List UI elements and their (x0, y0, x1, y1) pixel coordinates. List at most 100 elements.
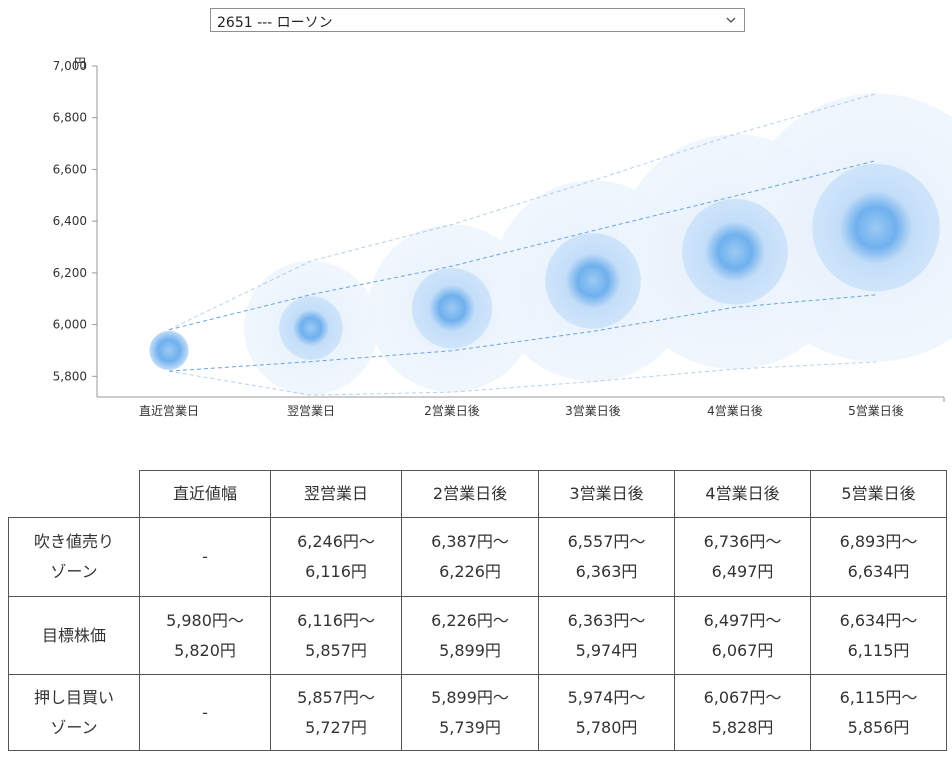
cell-value: 5,739円 (439, 717, 501, 737)
row-label-line: 吹き値売り (33, 532, 114, 551)
table-cell: 6,557円〜 6,363円 (538, 517, 675, 597)
y-tick-label: 6,400 (53, 214, 87, 228)
row-label: 押し目買い ゾーン (8, 674, 140, 751)
y-tick-label: 5,800 (53, 369, 87, 383)
stock-select[interactable]: 2651 --- ローソン (210, 8, 745, 32)
cell-value: 6,634円 (847, 562, 910, 581)
y-tick-label: 6,600 (53, 162, 87, 176)
cell-value: 6,557円〜 (567, 532, 646, 551)
table-cell: 6,067円〜 5,828円 (674, 674, 811, 751)
price-core-bubble (565, 253, 621, 309)
table-cell: 5,857円〜 5,727円 (270, 674, 402, 751)
x-tick-label: 4営業日後 (707, 404, 763, 418)
table-cell: 6,634円〜 6,115円 (810, 596, 947, 675)
x-tick-label: 翌営業日 (287, 404, 335, 418)
x-tick-label: 5営業日後 (848, 404, 904, 418)
price-core-bubble (428, 285, 476, 332)
price-core-bubble (292, 309, 330, 347)
cell-value: - (202, 547, 208, 566)
table-row: 押し目買いゾーン - 5,857円〜 5,727円 5,899円〜 5,739円 5,974… (8, 674, 947, 751)
price-range-chart: 円 5,800 6,000 6,200 6,400 6,600 6,800 7,000 直近営業… (53, 56, 952, 418)
outer-lower-guide (168, 361, 877, 396)
cell-value: 6,226円 (439, 562, 501, 581)
y-unit-label: 円 (74, 56, 86, 70)
cell-value: 6,497円 (711, 562, 774, 581)
table-corner-cell (8, 470, 140, 518)
table-cell: 6,116円〜 5,857円 (270, 596, 402, 675)
cell-value: 6,363円 (575, 562, 638, 581)
table-row: 目標株価 5,980円〜 5,820円 6,116円〜 5,857円 6,226円〜 5,8… (8, 596, 947, 675)
table-cell: 6,226円〜 5,899円 (401, 596, 539, 675)
row-label-line: 押し目買い (33, 687, 114, 707)
table-cell: - (139, 674, 271, 751)
cell-value: 6,893円〜 (839, 532, 918, 551)
table-cell: 6,736円〜 6,497円 (674, 517, 811, 597)
cell-value: 6,634円〜 (839, 610, 918, 630)
cell-value: 5,857円〜 (297, 687, 375, 707)
cell-value: 5,980円〜 (166, 610, 244, 630)
cell-value: 6,387円〜 (431, 532, 509, 551)
cell-value: 6,115円〜 (839, 687, 918, 707)
table-cell: 5,980円〜 5,820円 (139, 596, 271, 675)
inner-upper-guide (168, 160, 877, 331)
column-header: 翌営業日 (270, 470, 402, 518)
y-tick-label: 7,000 (53, 59, 87, 73)
cell-value: 5,899円〜 (431, 687, 509, 707)
x-tick-label: 3営業日後 (565, 404, 621, 418)
cell-value: 5,857円 (305, 640, 367, 660)
cell-value: 6,115円 (847, 640, 910, 660)
table-row: 吹き値売りゾーン - 6,246円〜 6,116円 6,387円〜 6,226円 6,557… (8, 517, 947, 597)
price-core-bubble (149, 330, 189, 371)
column-header: 5営業日後 (810, 470, 947, 518)
cell-value: 5,974円 (575, 640, 638, 660)
y-tick-label: 6,000 (53, 318, 87, 332)
cell-value: 5,727円 (305, 717, 367, 737)
table-cell: 5,974円〜 5,780円 (538, 674, 675, 751)
table-cell: 6,363円〜 5,974円 (538, 596, 675, 675)
column-header: 4営業日後 (674, 470, 811, 518)
table-cell: 6,115円〜 5,856円 (810, 674, 947, 751)
row-label: 目標株価 (8, 596, 140, 675)
cell-value: 5,780円 (575, 717, 638, 737)
x-tick-label: 直近営業日 (139, 404, 199, 418)
cell-value: 6,736円〜 (703, 532, 782, 551)
y-tick-label: 6,200 (53, 266, 87, 280)
table-header-row: 直近値幅 翌営業日 2営業日後 3営業日後 4営業日後 5営業日後 (8, 470, 947, 518)
row-label-line: ゾーン (50, 562, 98, 581)
table-cell: 6,893円〜 6,634円 (810, 517, 947, 597)
row-label-line: 目標株価 (41, 625, 106, 645)
cell-value: 6,246円〜 (297, 532, 375, 551)
row-label: 吹き値売り ゾーン (8, 517, 140, 597)
cell-value: 5,828円 (711, 717, 774, 737)
cell-value: 5,820円 (174, 640, 236, 660)
cell-value: 6,067円〜 (703, 687, 782, 707)
cell-value: 6,497円〜 (703, 610, 782, 630)
cell-value: 6,363円〜 (567, 610, 646, 630)
column-header: 2営業日後 (401, 470, 539, 518)
x-tick-label: 2営業日後 (424, 404, 480, 418)
table-cell: 6,387円〜 6,226円 (401, 517, 539, 597)
cell-value: 5,856円 (847, 717, 910, 737)
table-body: 吹き値売りゾーン - 6,246円〜 6,116円 6,387円〜 6,226円 6,557… (8, 517, 947, 751)
cell-value: 6,116円〜 (297, 610, 375, 630)
cell-value: 6,067円 (711, 640, 774, 660)
forecast-table: 直近値幅 翌営業日 2営業日後 3営業日後 4営業日後 5営業日後 吹き値売りゾーン - 6,… (8, 470, 947, 751)
row-label-line: ゾーン (50, 717, 98, 737)
table-cell: - (139, 517, 271, 597)
column-header: 直近値幅 (139, 470, 271, 518)
stock-select-value: 2651 --- ローソン (217, 15, 333, 31)
table-cell: 5,899円〜 5,739円 (401, 674, 539, 751)
price-core-bubble (704, 221, 766, 283)
cell-value: 6,226円〜 (431, 610, 509, 630)
cell-value: 5,974円〜 (567, 687, 646, 707)
cell-value: 5,899円 (439, 640, 501, 660)
chevron-down-icon (726, 17, 736, 23)
table-cell: 6,246円〜 6,116円 (270, 517, 402, 597)
table-cell: 6,497円〜 6,067円 (674, 596, 811, 675)
outer-upper-guide (168, 93, 877, 331)
cell-value: 6,116円 (305, 562, 367, 581)
y-tick-label: 6,800 (53, 111, 87, 125)
cell-value: - (202, 702, 208, 722)
column-header: 3営業日後 (538, 470, 675, 518)
price-core-bubble (839, 190, 913, 265)
